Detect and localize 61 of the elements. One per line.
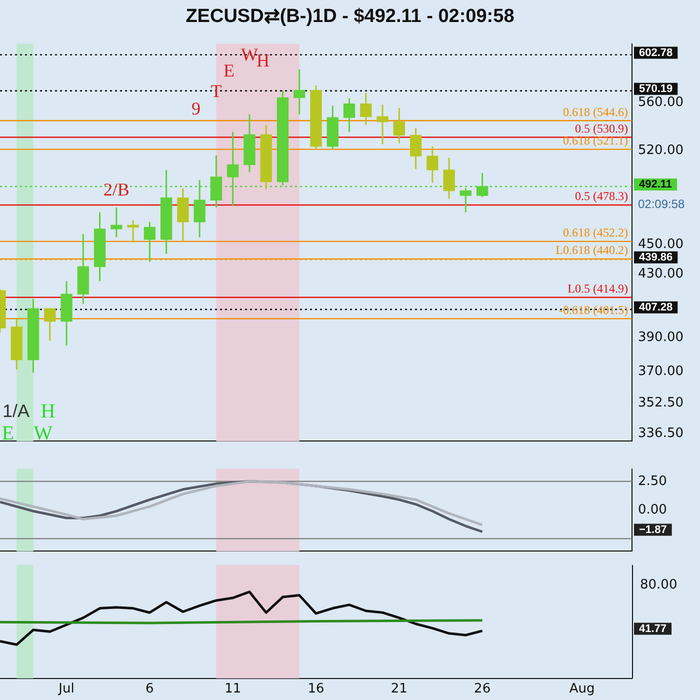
annotation: W — [34, 422, 53, 444]
ref-line-label: 0.5 (530.9) — [575, 121, 628, 136]
y-tick-label: 520.00 — [638, 143, 684, 158]
ref-line-label: L0.5 (414.9) — [568, 282, 628, 296]
annotation: T — [210, 80, 222, 101]
y-tick-label: 430.00 — [638, 266, 684, 282]
candlestick — [360, 92, 372, 126]
candlestick — [443, 156, 455, 200]
text: 80.00 — [640, 577, 678, 592]
ref-line-label: L0.618 (440.2) — [556, 243, 628, 258]
text: 02:09:58 — [638, 196, 686, 211]
chart-title: ZECUSD⇄(B-)1D - $492.11 - 02:09:58 — [184, 5, 516, 29]
annotation: 2/B — [103, 179, 130, 200]
candlestick — [227, 131, 239, 207]
candlestick — [144, 221, 156, 263]
candlestick — [426, 146, 438, 184]
ref-line-label: -0.618 (401.5) — [559, 302, 628, 317]
annotation: 1/A — [2, 400, 30, 421]
candlestick — [294, 68, 306, 116]
candlestick — [44, 308, 56, 342]
ref-line-label: 492.11 — [639, 178, 672, 191]
x-tick-label: 21 — [390, 682, 408, 697]
annotation: E — [224, 60, 234, 81]
x-tick-label: 26 — [474, 682, 491, 697]
candlestick — [194, 179, 206, 238]
x-tick-label: Aug — [569, 682, 595, 697]
x-tick-label: 6 — [146, 682, 154, 697]
candlestick — [110, 206, 122, 238]
x-tick-label: 11 — [224, 682, 242, 697]
text: 41.77 — [639, 622, 667, 635]
candlestick — [210, 154, 222, 208]
ref-line-label: 570.19 — [639, 82, 673, 95]
y-tick-label: 390.00 — [638, 330, 684, 345]
ref-line-label: 0.618 (544.6) — [563, 104, 628, 119]
candlestick — [410, 127, 422, 170]
annotation: E — [2, 422, 14, 444]
y-tick-label: 336.50 — [638, 426, 684, 441]
candlestick — [343, 98, 356, 133]
x-tick-label: 16 — [308, 682, 324, 697]
candlestick — [476, 172, 488, 198]
annotation: H — [256, 50, 270, 71]
ref-line-label: 407.28 — [639, 301, 673, 314]
y-tick-label: 2.50 — [638, 474, 667, 489]
candlestick — [376, 104, 388, 145]
candlestick — [127, 219, 139, 244]
candlestick — [460, 187, 472, 213]
annotation: 9 — [192, 98, 200, 119]
annotation: W — [240, 44, 258, 64]
y-tick-label: 0.00 — [638, 502, 667, 518]
ref-line-label: 0.5 (478.3) — [575, 189, 628, 204]
ref-line-label: 439.86 — [639, 251, 673, 264]
x-tick-label: Jul — [58, 682, 74, 697]
y-tick-label: 450.00 — [638, 236, 684, 252]
candlestick — [393, 107, 405, 144]
y-tick-label: 560.00 — [638, 94, 684, 110]
annotation: H — [40, 400, 56, 422]
ref-line-label: 602.78 — [639, 46, 673, 59]
y-tick-label: 352.50 — [638, 396, 684, 411]
y-tick-label: 370.00 — [638, 364, 684, 380]
text: −1.87 — [639, 524, 667, 536]
ref-line-label: 0.618 (452.2) — [563, 226, 628, 240]
